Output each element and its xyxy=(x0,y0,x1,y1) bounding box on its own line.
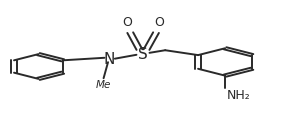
Text: S: S xyxy=(138,47,148,62)
Text: O: O xyxy=(154,16,164,29)
Text: NH₂: NH₂ xyxy=(227,89,250,102)
Text: O: O xyxy=(122,16,132,29)
Text: Me: Me xyxy=(96,80,111,90)
Text: N: N xyxy=(104,52,115,67)
